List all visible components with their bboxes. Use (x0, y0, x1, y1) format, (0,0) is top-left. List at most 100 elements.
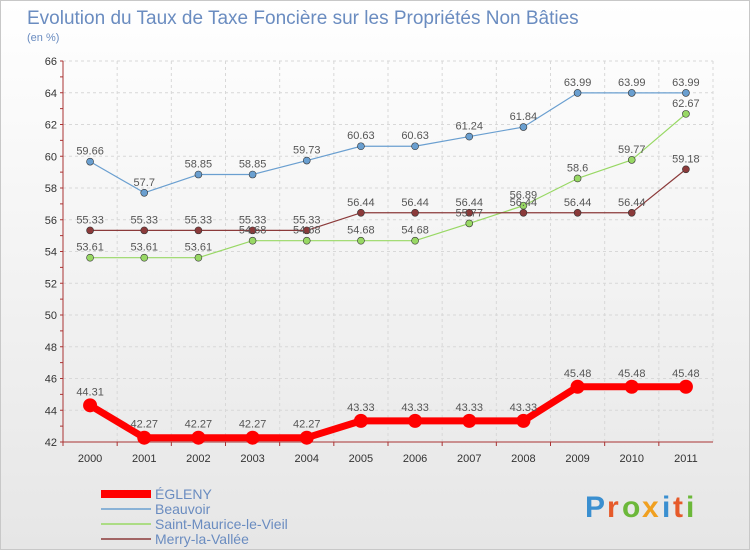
series-group (83, 89, 693, 445)
data-label: 56.44 (347, 197, 375, 209)
logo-letter: x (642, 491, 659, 524)
chart-title: Evolution du Taux de Taxe Foncière sur l… (27, 8, 579, 29)
data-label: 61.84 (510, 111, 538, 123)
data-label: 58.6 (567, 162, 588, 174)
data-label: 63.99 (618, 77, 646, 89)
data-label: 43.33 (455, 402, 483, 414)
data-label: 62.67 (672, 98, 700, 110)
data-label: 59.77 (618, 144, 646, 156)
logo-letter: i (662, 491, 670, 524)
chart-subtitle: (en %) (27, 32, 59, 44)
data-point (627, 89, 636, 97)
data-point (411, 208, 419, 217)
data-point (83, 398, 98, 413)
data-label: 60.63 (401, 130, 429, 142)
data-point (519, 123, 528, 131)
data-point (194, 170, 203, 179)
data-point (140, 188, 149, 197)
data-point (678, 379, 693, 394)
data-point (299, 430, 314, 445)
series-line (90, 168, 687, 231)
data-label: 59.73 (293, 145, 321, 157)
data-label: 56.89 (510, 190, 538, 202)
data-label: 56.44 (564, 197, 592, 209)
x-tick-label: 2001 (132, 453, 156, 465)
data-label: 55.33 (130, 214, 158, 226)
data-point (248, 226, 257, 235)
data-labels: 44.31 42.27 42.27 42.27 42.27 43.33 43.33 43.33… (76, 77, 699, 431)
data-point (627, 208, 636, 217)
data-label: 55.33 (293, 214, 321, 226)
data-point (248, 170, 257, 179)
data-label: 60.63 (347, 130, 375, 142)
data-point (248, 236, 257, 245)
x-tick-label: 2006 (403, 453, 427, 465)
data-label: 44.31 (76, 386, 104, 398)
data-point (573, 208, 582, 217)
data-point (302, 226, 311, 235)
series-line (89, 92, 686, 194)
x-tick-label: 2003 (240, 453, 264, 465)
gridlines (62, 60, 714, 443)
data-label: 58.85 (185, 159, 213, 171)
data-label: 42.27 (185, 419, 213, 431)
y-tick-label: 52 (45, 278, 57, 290)
axes: 42 44 46 48 50 52 54 56 58 60 62 64 66 2000 2001 2002 20… (45, 56, 713, 465)
data-point (465, 132, 474, 141)
data-label: 53.61 (76, 242, 104, 254)
data-label: 59.18 (672, 153, 700, 165)
data-label: 45.48 (564, 368, 592, 380)
data-label: 63.99 (672, 77, 700, 89)
data-label: 56.44 (618, 197, 646, 209)
logo-letter: P (585, 491, 605, 524)
legend-label: Merry-la-Vallée (155, 531, 249, 547)
x-tick-label: 2000 (78, 453, 102, 465)
y-tick-label: 48 (45, 342, 57, 354)
data-point (465, 219, 474, 228)
data-label: 55.33 (239, 214, 267, 226)
data-point (191, 430, 206, 445)
data-label: 56.44 (401, 197, 429, 209)
data-point (465, 208, 474, 217)
data-point (408, 413, 423, 428)
legend-label: ÉGLENY (155, 486, 212, 502)
logo-letter: i (686, 491, 694, 524)
x-tick-label: 2004 (295, 453, 319, 465)
y-tick-label: 60 (45, 151, 57, 163)
data-label: 54.68 (293, 225, 321, 237)
data-label: 53.61 (130, 242, 158, 254)
x-tick-label: 2002 (186, 453, 210, 465)
series-line (90, 113, 687, 259)
series-line (88, 383, 686, 442)
data-point (516, 413, 531, 428)
logo-letter: o (622, 491, 640, 524)
data-label: 42.27 (130, 419, 158, 431)
data-label: 42.27 (239, 419, 267, 431)
x-tick-label: 2010 (620, 453, 644, 465)
data-label: 55.77 (455, 207, 483, 219)
data-label: 45.48 (618, 368, 646, 380)
data-point (682, 89, 690, 97)
data-point (570, 379, 585, 394)
data-point (682, 110, 690, 118)
y-tick-label: 50 (45, 310, 57, 322)
data-point (353, 413, 368, 428)
data-label: 55.33 (185, 214, 213, 226)
data-label: 54.68 (347, 225, 375, 237)
data-point (357, 236, 365, 245)
y-tick-label: 64 (45, 88, 57, 100)
legend-label: Beauvoir (155, 501, 211, 517)
x-tick-label: 2007 (457, 453, 481, 465)
data-label: 54.68 (401, 225, 429, 237)
y-tick-label: 62 (45, 120, 57, 132)
data-label: 61.24 (455, 121, 483, 133)
data-point (140, 253, 149, 262)
legend-label: Saint-Maurice-le-Vieil (155, 516, 288, 532)
y-tick-label: 58 (45, 183, 57, 195)
x-tick-label: 2009 (565, 453, 589, 465)
data-point (140, 226, 149, 235)
data-label: 45.48 (672, 368, 700, 380)
y-tick-label: 56 (45, 215, 57, 227)
